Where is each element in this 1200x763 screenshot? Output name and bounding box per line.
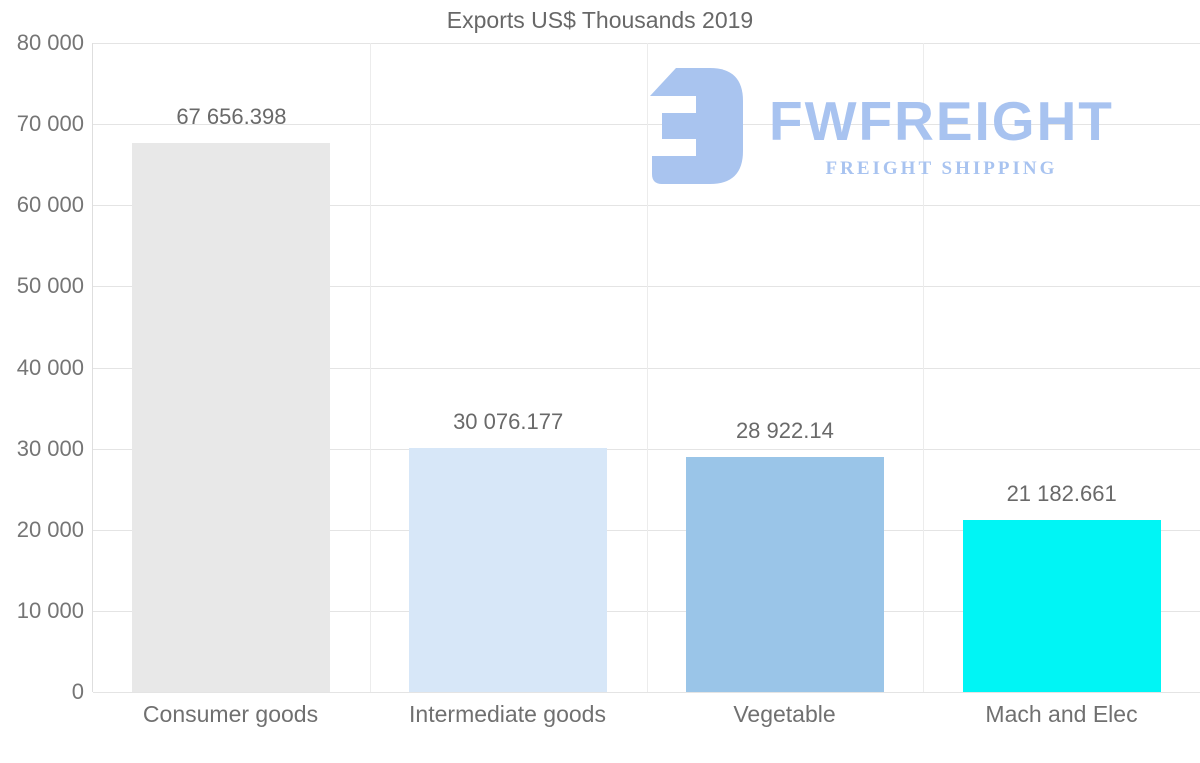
gridline-x-separator xyxy=(369,43,371,692)
x-tick-label: Vegetable xyxy=(733,701,836,727)
y-tick-label: 50 000 xyxy=(16,273,84,299)
x-tick-label: Mach and Elec xyxy=(985,701,1138,727)
plot-area: 67 656.398 30 076.177 28 922.14 21 182.661 xyxy=(92,43,1200,693)
x-tick-label: Consumer goods xyxy=(142,701,319,727)
y-tick-label: 20 000 xyxy=(16,516,84,542)
gridline-x-separator xyxy=(923,43,925,692)
y-tick-label: 60 000 xyxy=(16,192,84,218)
fwfreight-logo: FWFREIGHT FREIGHT SHIPPING xyxy=(648,68,1114,184)
bar-value-label: 30 076.177 xyxy=(453,409,564,435)
fwfreight-logo-icon xyxy=(650,68,743,184)
logo-wordmark: FWFREIGHT xyxy=(769,90,1114,152)
bar-value-label: 28 922.14 xyxy=(735,418,834,444)
y-tick-label: 40 000 xyxy=(16,354,84,380)
bar-intermediate-goods xyxy=(409,448,608,692)
logo-text-block: FWFREIGHT FREIGHT SHIPPING xyxy=(769,68,1114,180)
bar-value-label: 67 656.398 xyxy=(176,104,287,130)
y-tick-label: 10 000 xyxy=(16,597,84,623)
x-tick-label: Intermediate goods xyxy=(409,701,606,727)
y-tick-label: 70 000 xyxy=(16,111,84,137)
y-axis: 0 10 000 20 000 30 000 40 000 50 000 60 000 70 … xyxy=(0,30,84,704)
logo-tagline: FREIGHT SHIPPING xyxy=(825,158,1058,179)
x-axis: Consumer goods Intermediate goods Vegetabl… xyxy=(92,701,1200,733)
bar-mach-and-elec xyxy=(962,520,1161,692)
y-tick-label: 80 000 xyxy=(16,30,84,55)
y-tick-label: 30 000 xyxy=(16,435,84,461)
gridline-y-0 xyxy=(93,692,1200,693)
bar-value-label: 21 182.661 xyxy=(1006,481,1117,507)
bar-vegetable xyxy=(685,457,884,692)
chart-title: Exports US$ Thousands 2019 xyxy=(446,7,754,33)
gridline-x-separator xyxy=(646,43,648,692)
bar-consumer-goods xyxy=(132,143,331,692)
y-tick-label: 0 xyxy=(71,679,84,704)
